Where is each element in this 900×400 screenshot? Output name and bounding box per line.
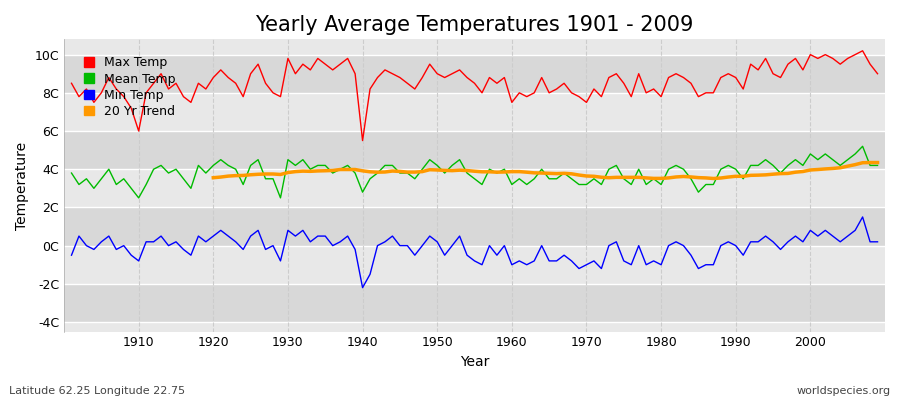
Bar xyxy=(64,39,885,55)
X-axis label: Year: Year xyxy=(460,355,490,369)
Bar xyxy=(64,55,885,93)
Title: Yearly Average Temperatures 1901 - 2009: Yearly Average Temperatures 1901 - 2009 xyxy=(256,15,694,35)
Bar xyxy=(64,284,885,322)
Text: worldspecies.org: worldspecies.org xyxy=(796,386,891,396)
Bar xyxy=(64,131,885,169)
Bar xyxy=(64,246,885,284)
Bar xyxy=(64,169,885,208)
Bar xyxy=(64,322,885,332)
Y-axis label: Temperature: Temperature xyxy=(15,141,29,230)
Bar xyxy=(64,93,885,131)
Legend: Max Temp, Mean Temp, Min Temp, 20 Yr Trend: Max Temp, Mean Temp, Min Temp, 20 Yr Tre… xyxy=(78,52,180,123)
Bar xyxy=(64,208,885,246)
Text: Latitude 62.25 Longitude 22.75: Latitude 62.25 Longitude 22.75 xyxy=(9,386,185,396)
